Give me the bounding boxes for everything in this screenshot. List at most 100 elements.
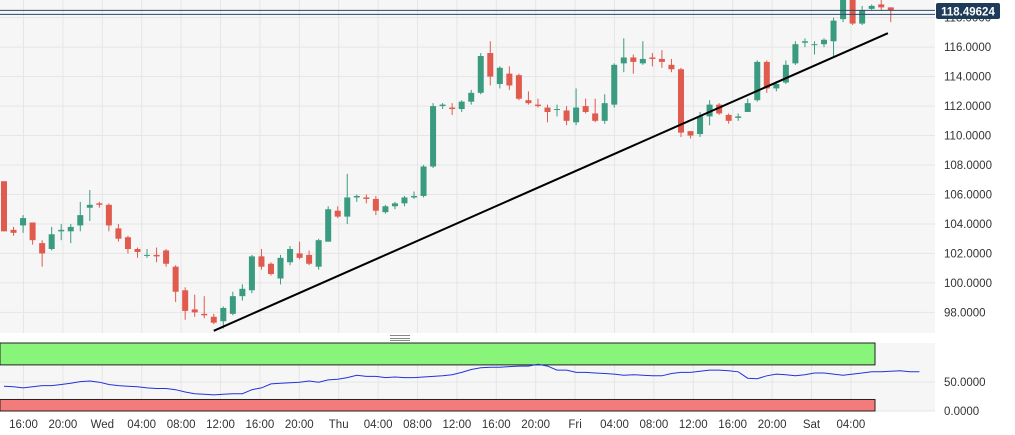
trendline[interactable]	[213, 32, 889, 332]
candle-body	[182, 290, 189, 311]
candle-body	[391, 203, 398, 207]
candle	[258, 249, 265, 270]
candle	[382, 204, 389, 214]
oscillator-series	[3, 363, 920, 396]
candle-body	[144, 254, 151, 256]
candle	[601, 94, 608, 124]
candle	[391, 201, 398, 210]
candle	[554, 104, 561, 117]
price-tick-label: 98.0000	[944, 307, 986, 319]
candle-body	[477, 55, 484, 93]
candle	[830, 17, 837, 58]
time-tick-label: 16:00	[246, 419, 275, 431]
time-tick-label: Fri	[568, 419, 581, 431]
candle	[239, 284, 246, 301]
candle	[859, 5, 866, 26]
oversold-zone	[0, 398, 876, 412]
candle	[134, 247, 141, 258]
time-tick-label: 04:00	[127, 419, 156, 431]
candle	[77, 201, 84, 232]
oscillator-axis[interactable]: 0.0000 50.0000	[944, 377, 986, 418]
candle	[124, 235, 131, 254]
candle	[334, 206, 341, 219]
candle	[20, 215, 27, 233]
candle-body	[563, 110, 570, 121]
oscillator-line	[3, 363, 920, 396]
candle	[801, 38, 808, 48]
pane-resize-handle[interactable]	[390, 335, 410, 341]
price-axis[interactable]: 98.0000 100.0000 102.0000 104.0000 106.0000 1…	[944, 13, 992, 320]
time-tick-label: 12:00	[679, 419, 708, 431]
candle-body	[716, 104, 723, 114]
candle-body	[229, 296, 236, 314]
candle-body	[573, 107, 580, 123]
time-tick-label: 04:00	[364, 419, 393, 431]
time-tick-label: 16:00	[9, 419, 38, 431]
candle	[115, 223, 122, 242]
price-tick-label: 104.0000	[944, 219, 992, 231]
candle	[687, 131, 694, 139]
candle-body	[649, 57, 656, 59]
candle	[782, 60, 789, 84]
time-tick-label: Wed	[91, 419, 114, 431]
price-tick-label: 112.0000	[944, 101, 991, 113]
candle-body	[487, 53, 494, 77]
main-plot-area[interactable]	[0, 0, 935, 333]
candle-body	[363, 197, 370, 199]
candle-body	[830, 20, 837, 42]
current-price-label: 118.49624	[941, 7, 995, 19]
candle-body	[630, 57, 637, 62]
time-tick-label: 12:00	[443, 419, 472, 431]
candle-body	[801, 41, 808, 43]
candle-body	[401, 197, 408, 204]
time-tick-label: 16:00	[482, 419, 511, 431]
candlestick-series	[1, 0, 894, 329]
candle-body	[763, 61, 770, 89]
candle-body	[315, 240, 322, 267]
candle	[306, 250, 313, 266]
candle	[144, 249, 151, 258]
candle-body	[248, 256, 255, 291]
candle	[105, 203, 112, 232]
oscillator-zones	[0, 342, 876, 412]
oscillator-tick-label: 50.0000	[944, 377, 986, 389]
time-axis[interactable]: 16:00 20:00 Wed 04:00 08:00 12:00 16:00 20:00 Th…	[9, 419, 865, 431]
candle-body	[201, 313, 208, 316]
candle	[182, 287, 189, 320]
candle	[439, 103, 446, 110]
candle-body	[821, 39, 828, 45]
candle-body	[163, 250, 170, 264]
candle-body	[468, 92, 475, 102]
price-tick-label: 108.0000	[944, 160, 992, 172]
time-tick-label: 20:00	[49, 419, 78, 431]
candle-body	[420, 166, 427, 196]
candle-body	[639, 58, 646, 64]
candle-body	[544, 107, 551, 112]
time-tick-label: 16:00	[718, 419, 747, 431]
candle	[840, 0, 847, 23]
candle	[353, 194, 360, 202]
candle-body	[39, 243, 46, 254]
candle	[725, 113, 732, 124]
candle-body	[296, 253, 303, 258]
candle-body	[58, 229, 65, 232]
current-price-tag-bg	[936, 3, 1000, 19]
candle-body	[334, 210, 341, 217]
candle-body	[582, 106, 589, 112]
candle	[544, 104, 551, 123]
candle-body	[172, 266, 179, 292]
price-tick-label: 100.0000	[944, 278, 992, 290]
candle-body	[515, 75, 522, 99]
candle-body	[1, 181, 7, 232]
candle-body	[773, 83, 780, 89]
price-tick-label: 102.0000	[944, 248, 992, 260]
candle	[153, 247, 160, 263]
candle	[677, 67, 684, 138]
price-tick-label: 110.0000	[944, 131, 991, 143]
time-tick-label: 04:00	[837, 419, 866, 431]
candle-body	[458, 101, 465, 110]
candle	[792, 41, 799, 65]
candle-body	[191, 309, 198, 313]
